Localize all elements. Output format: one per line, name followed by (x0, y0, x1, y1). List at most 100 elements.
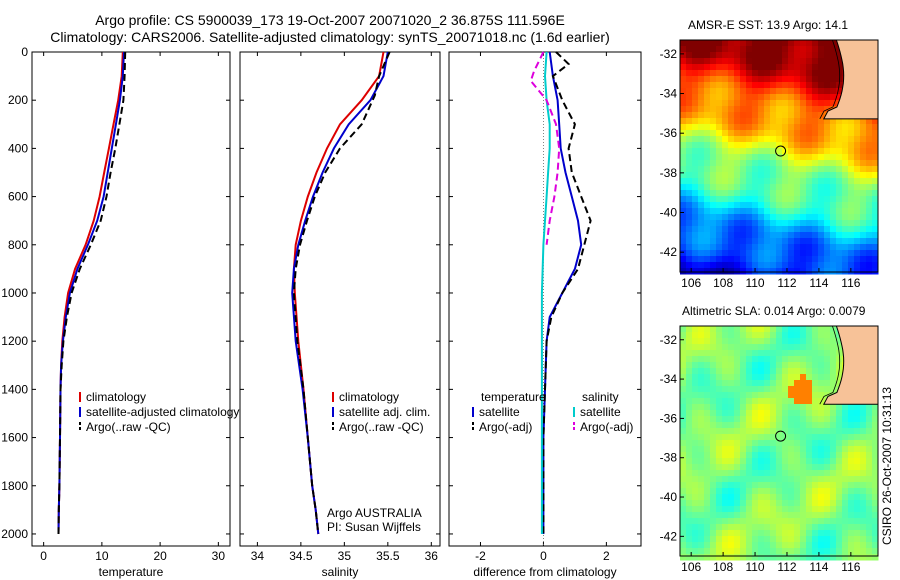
map-cell (812, 178, 819, 185)
map-cell (830, 440, 837, 447)
map-cell (746, 130, 753, 137)
legend-title: temperature (481, 390, 546, 404)
map-cell (824, 428, 831, 435)
map-cell (824, 208, 831, 215)
map-cell (866, 184, 873, 191)
map-cell (872, 244, 879, 251)
map-cell (794, 332, 801, 339)
map-cell (758, 268, 765, 275)
map-cell (728, 476, 735, 483)
map-cell (770, 148, 777, 155)
map-cell (680, 100, 687, 107)
map-cell (692, 356, 699, 363)
map-cell (764, 398, 771, 405)
map-cell (746, 518, 753, 525)
map-cell (722, 256, 729, 263)
map-cell (746, 154, 753, 161)
map-cell (866, 148, 873, 155)
map-cell (794, 76, 801, 83)
map-cell (722, 464, 729, 471)
map-cell (836, 374, 843, 381)
map-cell (680, 368, 687, 375)
map-cell (704, 46, 711, 53)
map-cell (734, 244, 741, 251)
map-cell (704, 172, 711, 179)
map-cell (710, 268, 717, 275)
map-cell (722, 76, 729, 83)
map-cell (752, 440, 759, 447)
map-cell (788, 374, 795, 381)
map-cell (782, 238, 789, 245)
map-cell (818, 40, 825, 47)
x-axis-label: difference from climatology (473, 565, 616, 579)
map-cell (770, 476, 777, 483)
map-cell (716, 88, 723, 95)
map-cell (818, 88, 825, 95)
map-cell (680, 220, 687, 227)
map-cell (836, 434, 843, 441)
map-cell (794, 464, 801, 471)
map-cell (812, 470, 819, 477)
map-cell (704, 112, 711, 119)
map-cell (806, 452, 813, 459)
map-cell (860, 202, 867, 209)
lon-tick-label: 116 (841, 276, 860, 290)
map-cell (866, 226, 873, 233)
x-tick-label: 36 (425, 549, 439, 563)
map-cell (704, 154, 711, 161)
map-cell (764, 368, 771, 375)
map-cell (824, 524, 831, 531)
map-cell (872, 518, 879, 525)
map-cell (818, 214, 825, 221)
map-cell (824, 232, 831, 239)
map-cell (722, 332, 729, 339)
map-cell (830, 350, 837, 357)
map-cell (764, 58, 771, 65)
map-cell (728, 506, 735, 513)
map-cell (782, 476, 789, 483)
map-cell (794, 410, 801, 417)
map-cell (794, 350, 801, 357)
map-cell (764, 500, 771, 507)
map-cell (722, 554, 729, 561)
map-cell (698, 178, 705, 185)
map-cell (794, 500, 801, 507)
map-cell (680, 226, 687, 233)
map-cell (830, 362, 837, 369)
map-cell (788, 386, 795, 393)
map-cell (728, 548, 735, 555)
map-cell (764, 470, 771, 477)
map-cell (836, 410, 843, 417)
map-cell (710, 226, 717, 233)
map-cell (872, 256, 879, 263)
argo-location-marker (775, 430, 787, 442)
map-cell (734, 76, 741, 83)
map-cell (824, 172, 831, 179)
map-cell (854, 172, 861, 179)
map-cell (728, 142, 735, 149)
map-cell (716, 386, 723, 393)
map-cell (686, 202, 693, 209)
coastline (819, 39, 841, 120)
map-cell (752, 262, 759, 269)
map-cell (788, 220, 795, 227)
map-cell (722, 112, 729, 119)
map-cell (788, 268, 795, 275)
map-cell (854, 530, 861, 537)
map-cell (842, 428, 849, 435)
map-cell (728, 106, 735, 113)
map-cell (866, 440, 873, 447)
map-cell (728, 70, 735, 77)
map-cell (818, 136, 825, 143)
map-cell (680, 190, 687, 197)
map-cell (692, 512, 699, 519)
map-cell (692, 112, 699, 119)
series-line (529, 51, 561, 245)
map-cell (728, 536, 735, 543)
map-cell (752, 536, 759, 543)
map-cell (758, 494, 765, 501)
map-cell (776, 434, 783, 441)
map-cell (848, 130, 855, 137)
map-cell (860, 518, 867, 525)
map-cell (782, 214, 789, 221)
